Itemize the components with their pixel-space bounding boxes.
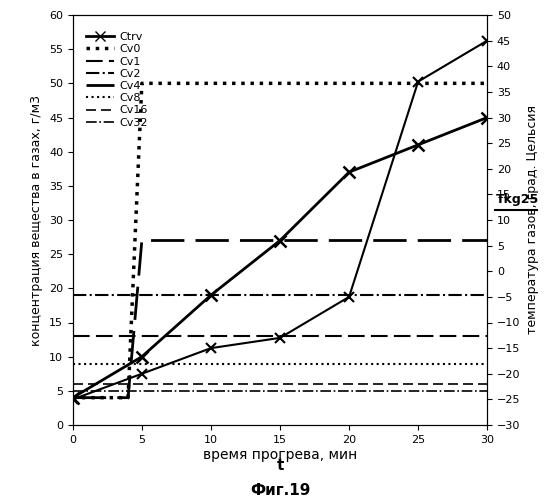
Y-axis label: температура газов, град. Цельсия: температура газов, град. Цельсия — [526, 106, 539, 334]
Text: Фиг.19: Фиг.19 — [250, 483, 310, 498]
Text: t: t — [276, 458, 284, 473]
Y-axis label: концентрация вещества в газах, г/м3: концентрация вещества в газах, г/м3 — [30, 94, 43, 346]
X-axis label: время прогрева, мин: время прогрева, мин — [203, 448, 357, 462]
Legend: Ctrv, Cv0, Cv1, Cv2, Cv4, Cv8, Cv16, Cv32: Ctrv, Cv0, Cv1, Cv2, Cv4, Cv8, Cv16, Cv3… — [82, 29, 151, 131]
Text: Tkg25: Tkg25 — [496, 193, 539, 206]
